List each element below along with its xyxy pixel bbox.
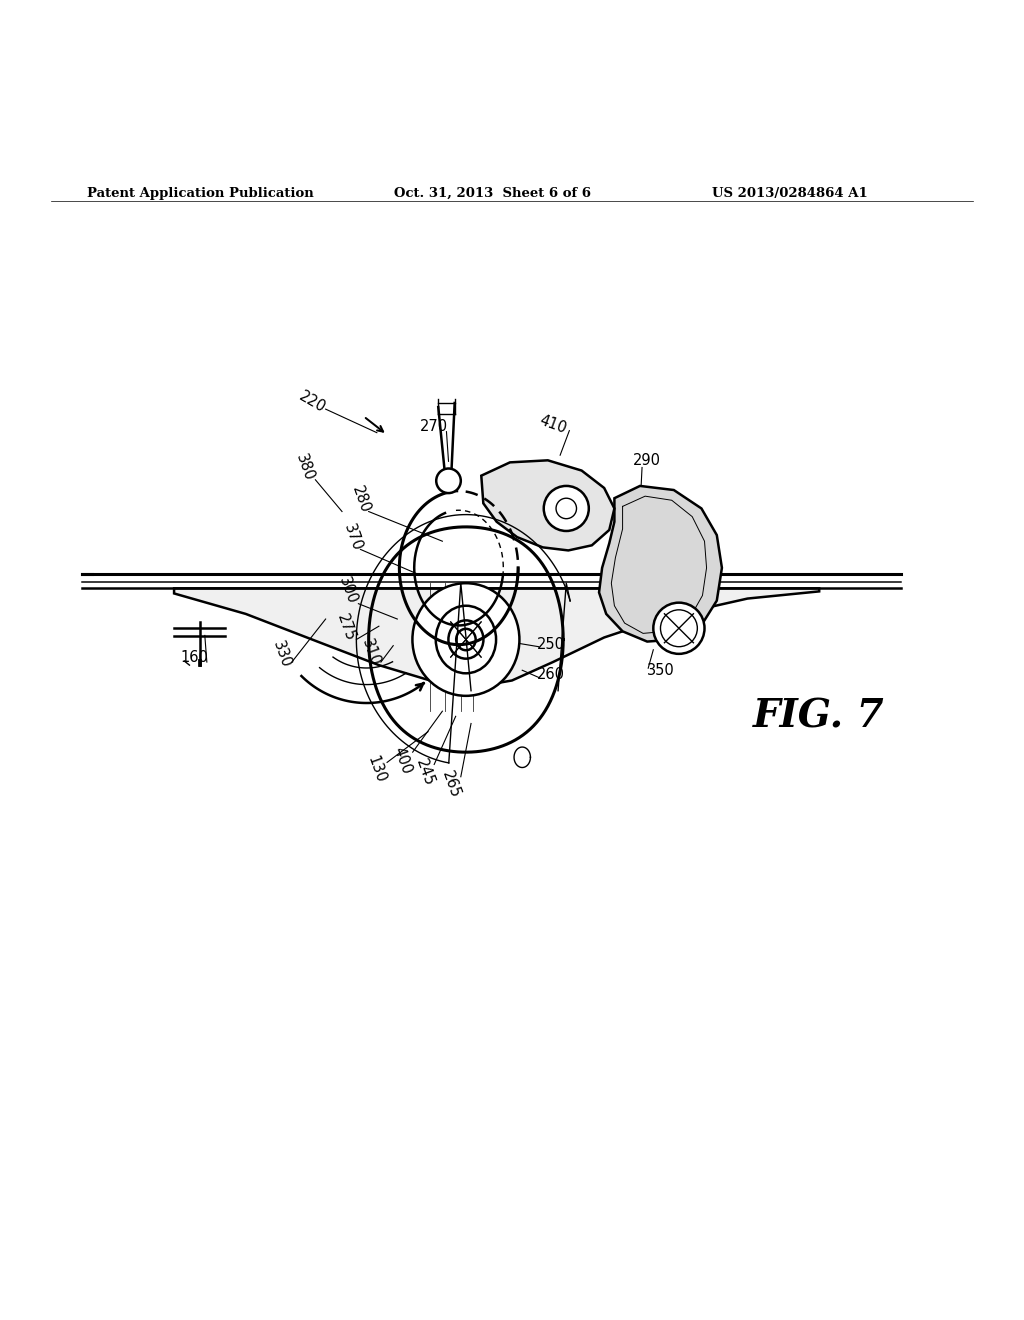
Text: 265: 265: [438, 770, 463, 801]
Ellipse shape: [436, 606, 496, 673]
Text: 290: 290: [633, 453, 662, 467]
Text: 310: 310: [358, 638, 383, 668]
Text: 380: 380: [293, 451, 317, 483]
Polygon shape: [481, 461, 614, 550]
Ellipse shape: [457, 628, 475, 651]
Text: 275: 275: [334, 611, 358, 643]
Circle shape: [653, 603, 705, 653]
Text: 260: 260: [537, 667, 565, 682]
Text: 245: 245: [413, 756, 437, 788]
Ellipse shape: [413, 583, 519, 696]
Text: 400: 400: [390, 744, 415, 776]
Polygon shape: [599, 486, 722, 642]
Circle shape: [660, 610, 697, 647]
Text: 250: 250: [537, 638, 565, 652]
Text: 410: 410: [538, 413, 568, 437]
Polygon shape: [174, 589, 819, 688]
Circle shape: [544, 486, 589, 531]
Text: 330: 330: [270, 639, 293, 671]
Text: 160: 160: [180, 651, 209, 665]
Text: 220: 220: [296, 388, 329, 416]
Circle shape: [436, 469, 461, 494]
Ellipse shape: [449, 620, 483, 659]
Text: Oct. 31, 2013  Sheet 6 of 6: Oct. 31, 2013 Sheet 6 of 6: [394, 186, 591, 199]
Text: 270: 270: [420, 418, 449, 434]
Text: US 2013/0284864 A1: US 2013/0284864 A1: [712, 186, 867, 199]
Text: 370: 370: [341, 521, 366, 553]
Text: 130: 130: [365, 754, 389, 785]
Text: FIG. 7: FIG. 7: [753, 697, 885, 735]
Text: 280: 280: [348, 483, 373, 515]
Text: Patent Application Publication: Patent Application Publication: [87, 186, 313, 199]
Circle shape: [556, 498, 577, 519]
Text: 350: 350: [646, 663, 675, 677]
Text: 300: 300: [336, 574, 360, 606]
